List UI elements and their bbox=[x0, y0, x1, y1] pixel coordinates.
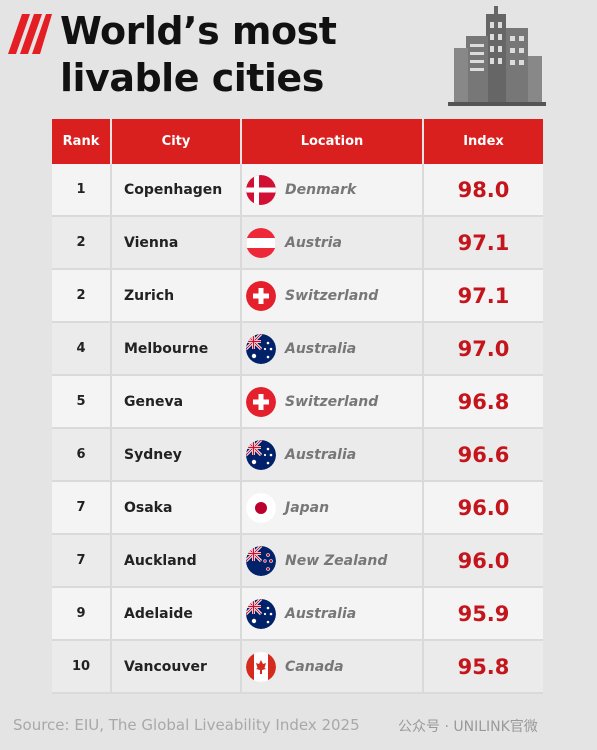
canada-flag-icon bbox=[246, 651, 276, 682]
city-cell: Melbourne bbox=[111, 322, 242, 376]
japan-flag-icon bbox=[246, 492, 276, 523]
table-row: 7 Auckland New Zealand 96.0 bbox=[52, 534, 543, 588]
city-cell: Vienna bbox=[111, 216, 242, 270]
rank-cell: 6 bbox=[52, 428, 112, 482]
location-cell: New Zealand bbox=[241, 534, 424, 588]
table-row: 1 Copenhagen Denmark 98.0 bbox=[52, 164, 543, 217]
rank-cell: 2 bbox=[52, 269, 112, 323]
title-line-2: livable cities bbox=[60, 56, 324, 100]
city-cell: Sydney bbox=[111, 428, 242, 482]
rank-cell: 4 bbox=[52, 322, 112, 376]
country-label: Australia bbox=[285, 340, 357, 357]
rank-cell: 1 bbox=[52, 164, 112, 217]
table-row: 7 Osaka Japan 96.0 bbox=[52, 481, 543, 535]
city-cell: Geneva bbox=[111, 375, 242, 429]
table-header-row: Rank City Location Index bbox=[52, 119, 543, 164]
livable-cities-table: Rank City Location Index 1 Copenhagen De… bbox=[52, 119, 543, 694]
switzerland-flag-icon bbox=[246, 280, 276, 311]
country-label: Australia bbox=[285, 605, 357, 622]
rank-cell: 7 bbox=[52, 481, 112, 535]
australia-flag-icon bbox=[246, 333, 276, 364]
table-row: 5 Geneva Switzerland 96.8 bbox=[52, 375, 543, 429]
country-label: New Zealand bbox=[285, 552, 388, 569]
country-label: Japan bbox=[285, 499, 330, 516]
location-cell: Austria bbox=[241, 216, 424, 270]
location-cell: Canada bbox=[241, 640, 424, 694]
location-cell: Japan bbox=[241, 481, 424, 535]
location-cell: Denmark bbox=[241, 164, 424, 217]
location-cell: Switzerland bbox=[241, 269, 424, 323]
table-row: 2 Zurich Switzerland 97.1 bbox=[52, 269, 543, 323]
country-label: Canada bbox=[285, 658, 344, 675]
country-label: Austria bbox=[285, 234, 342, 251]
table-row: 9 Adelaide Australia 95.9 bbox=[52, 587, 543, 641]
index-cell: 97.1 bbox=[423, 216, 543, 270]
rank-cell: 9 bbox=[52, 587, 112, 641]
switzerland-flag-icon bbox=[246, 386, 276, 417]
country-label: Switzerland bbox=[285, 287, 379, 304]
country-label: Denmark bbox=[285, 181, 357, 198]
header-location: Location bbox=[241, 119, 424, 164]
country-label: Australia bbox=[285, 446, 357, 463]
index-cell: 96.0 bbox=[423, 481, 543, 535]
rank-cell: 10 bbox=[52, 640, 112, 694]
rank-cell: 5 bbox=[52, 375, 112, 429]
index-cell: 98.0 bbox=[423, 164, 543, 217]
city-buildings-icon bbox=[448, 6, 546, 106]
city-cell: Adelaide bbox=[111, 587, 242, 641]
country-label: Switzerland bbox=[285, 393, 379, 410]
city-cell: Osaka bbox=[111, 481, 242, 535]
header-rank: Rank bbox=[52, 119, 112, 164]
austria-flag-icon bbox=[246, 227, 276, 258]
location-cell: Australia bbox=[241, 322, 424, 376]
table-row: 4 Melbourne Australia 97.0 bbox=[52, 322, 543, 376]
location-cell: Switzerland bbox=[241, 375, 424, 429]
city-cell: Auckland bbox=[111, 534, 242, 588]
index-cell: 97.1 bbox=[423, 269, 543, 323]
index-cell: 96.6 bbox=[423, 428, 543, 482]
index-cell: 97.0 bbox=[423, 322, 543, 376]
index-cell: 95.8 bbox=[423, 640, 543, 694]
city-cell: Vancouver bbox=[111, 640, 242, 694]
index-cell: 96.8 bbox=[423, 375, 543, 429]
location-cell: Australia bbox=[241, 587, 424, 641]
header-index: Index bbox=[423, 119, 543, 164]
rank-cell: 7 bbox=[52, 534, 112, 588]
table-row: 6 Sydney Australia 96.6 bbox=[52, 428, 543, 482]
index-cell: 95.9 bbox=[423, 587, 543, 641]
sbs-logo-icon bbox=[8, 14, 52, 54]
australia-flag-icon bbox=[246, 439, 276, 470]
title-line-1: World’s most bbox=[60, 9, 337, 53]
city-cell: Copenhagen bbox=[111, 164, 242, 217]
index-cell: 96.0 bbox=[423, 534, 543, 588]
denmark-flag-icon bbox=[246, 174, 276, 205]
city-cell: Zurich bbox=[111, 269, 242, 323]
source-note: Source: EIU, The Global Liveability Inde… bbox=[13, 716, 360, 734]
page-title: World’s most livable cities bbox=[60, 8, 337, 102]
header-city: City bbox=[111, 119, 242, 164]
watermark-label: 公众号 · UNILINK官微 bbox=[398, 719, 538, 735]
table-row: 10 Vancouver Canada 95.8 bbox=[52, 640, 543, 694]
location-cell: Australia bbox=[241, 428, 424, 482]
australia-flag-icon bbox=[246, 598, 276, 629]
new-zealand-flag-icon bbox=[246, 545, 276, 576]
rank-cell: 2 bbox=[52, 216, 112, 270]
table-row: 2 Vienna Austria 97.1 bbox=[52, 216, 543, 270]
